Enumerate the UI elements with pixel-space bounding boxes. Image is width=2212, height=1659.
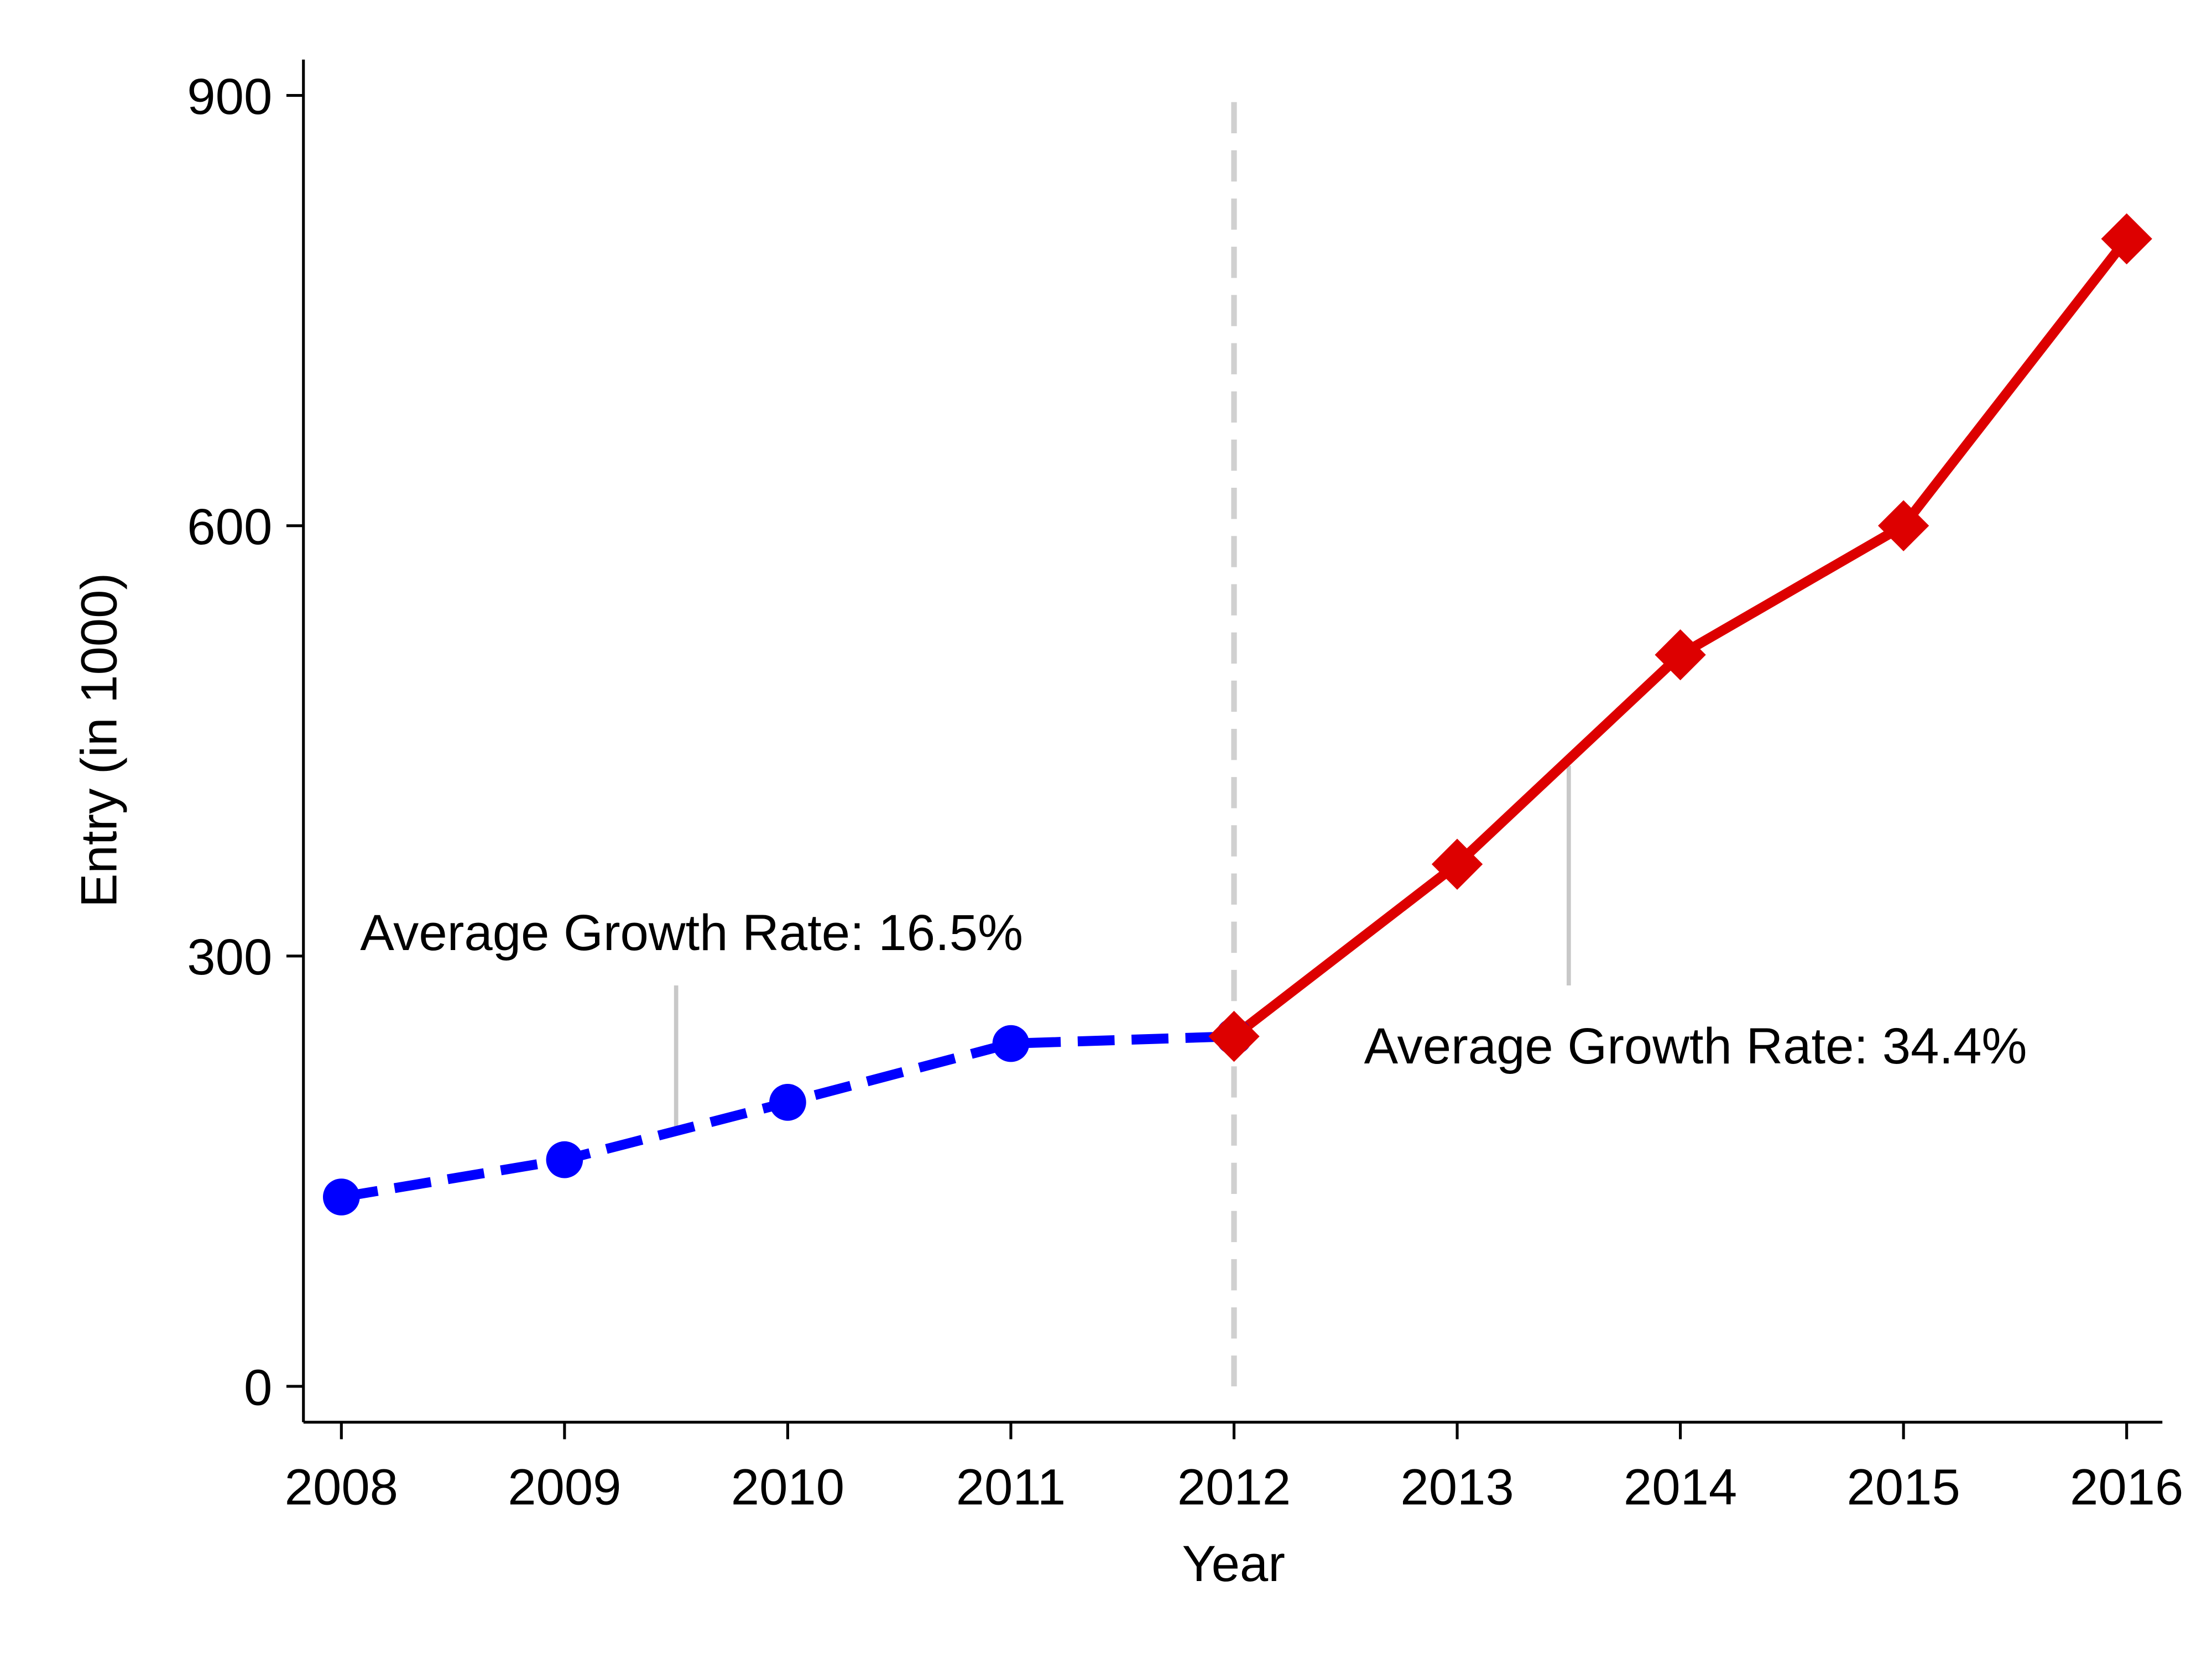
x-tick-label: 2015 (1846, 1458, 1960, 1516)
x-axis-title: Year (1182, 1535, 1286, 1592)
x-tick-label: 2014 (1624, 1458, 1737, 1516)
point (2101, 213, 2152, 265)
y-tick-label: 900 (187, 67, 272, 125)
y-axis-title: Entry (in 1000) (70, 573, 127, 907)
x-tick-label: 2009 (508, 1458, 621, 1516)
point (992, 1025, 1030, 1062)
x-tick-label: 2013 (1400, 1458, 1514, 1516)
point (769, 1084, 806, 1121)
y-tick-label: 300 (187, 928, 272, 985)
point (1655, 629, 1706, 681)
x-tick-label: 2012 (1177, 1458, 1291, 1516)
point (1877, 500, 1929, 551)
point (1431, 838, 1483, 890)
point (322, 1178, 360, 1215)
x-tick-label: 2008 (285, 1458, 398, 1516)
y-tick-label: 0 (244, 1358, 272, 1416)
x-tick-label: 2011 (956, 1458, 1066, 1516)
point (1208, 1010, 1260, 1062)
annotation: Average Growth Rate: 16.5% (360, 904, 1023, 961)
point (546, 1141, 583, 1178)
annotation: Average Growth Rate: 34.4% (1364, 1017, 2027, 1074)
x-tick-label: 2010 (731, 1458, 844, 1516)
x-tick-label: 2016 (2070, 1458, 2183, 1516)
y-tick-label: 600 (187, 498, 272, 555)
